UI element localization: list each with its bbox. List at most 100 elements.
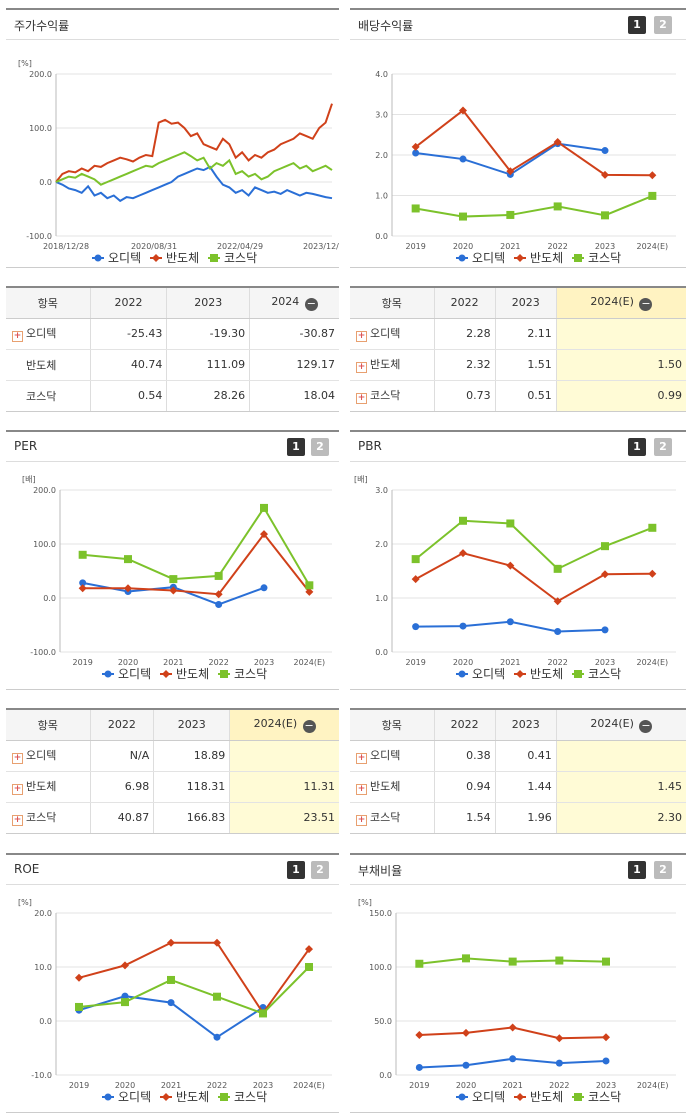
row-label[interactable]: + 반도체 — [350, 349, 434, 381]
dividend-panel: 배당수익률 1 2 4.0 3.0 2.0 1.0 0.0 2019 2020 2021 202… — [350, 8, 686, 268]
page-2-button[interactable]: 2 — [311, 861, 329, 879]
legend-label: 반도체 — [530, 251, 563, 265]
row-label[interactable]: + 오디텍 — [350, 318, 434, 350]
row-label[interactable]: + 반도체 — [6, 771, 90, 803]
x-tick-label: 2019 — [405, 242, 425, 251]
page-2-button[interactable]: 2 — [311, 438, 329, 456]
legend-label: 코스닥 — [224, 251, 257, 265]
legend-label: 코스닥 — [234, 667, 267, 681]
data-point — [415, 959, 424, 968]
collapse-icon[interactable]: − — [302, 718, 316, 733]
x-tick-label: 2022/04/29 — [217, 242, 263, 251]
row-label[interactable]: + 반도체 — [350, 771, 434, 803]
row-label[interactable]: + 코스닥 — [350, 802, 434, 833]
row-label[interactable]: + 오디텍 — [6, 318, 90, 350]
data-point — [462, 1028, 470, 1037]
y-tick-label: 1.0 — [375, 192, 388, 201]
data-point — [602, 1057, 610, 1065]
row-label-text: 반도체 — [26, 358, 57, 372]
page-1-button[interactable]: 1 — [628, 16, 646, 34]
page-2-button[interactable]: 2 — [654, 861, 672, 879]
row-label[interactable]: + 코스닥 — [350, 380, 434, 411]
y-tick-label: 100.0 — [369, 963, 392, 972]
dividend-chart: 4.0 3.0 2.0 1.0 0.0 2019 2020 2021 2022 2023 2024(… — [375, 70, 676, 265]
table-row: + 오디텍 2.28 2.11 — [350, 318, 686, 350]
panel-title: 배당수익률 — [358, 19, 414, 33]
data-point — [506, 618, 514, 626]
data-point — [574, 1093, 582, 1101]
col-2024e-label: 2024(E) — [590, 294, 634, 308]
col-2024e-label: 2024(E) — [253, 716, 298, 730]
row-label-text: 코스닥 — [370, 811, 401, 825]
data-point — [458, 1093, 466, 1101]
y-tick-label: 20.0 — [34, 909, 52, 918]
table-cell: 18.89 — [153, 740, 230, 772]
expand-icon[interactable]: + — [356, 784, 367, 795]
page-2-button[interactable]: 2 — [654, 16, 672, 34]
expand-icon[interactable]: + — [356, 393, 367, 405]
table-cell — [555, 318, 686, 350]
data-point — [411, 575, 420, 584]
collapse-icon[interactable]: − — [304, 296, 318, 311]
data-point — [260, 584, 268, 592]
data-point — [459, 516, 467, 525]
data-point — [220, 670, 228, 678]
table-cell: 1.44 — [494, 771, 557, 803]
data-point — [167, 938, 175, 947]
data-point — [259, 1009, 267, 1018]
expand-icon[interactable]: + — [356, 753, 367, 764]
table-row: + 오디텍 N/A 18.89 — [6, 740, 339, 772]
data-point — [574, 254, 582, 262]
page-1-button[interactable]: 1 — [628, 861, 646, 879]
table-row: + 코스닥 0.73 0.51 0.99 — [350, 380, 686, 411]
data-point — [601, 626, 609, 634]
expand-icon[interactable]: + — [12, 331, 23, 342]
x-tick-label: 2021 — [500, 242, 520, 251]
table-cell: 0.54 — [89, 380, 167, 411]
data-point — [260, 503, 268, 512]
table-cell: 0.38 — [433, 740, 496, 772]
table-cell: 40.74 — [89, 349, 167, 381]
x-tick-label: 2022 — [208, 658, 228, 667]
data-point — [78, 584, 87, 593]
legend-label: 반도체 — [176, 667, 209, 681]
collapse-icon[interactable]: − — [639, 718, 653, 733]
page-1-button[interactable]: 1 — [628, 438, 646, 456]
data-point — [459, 155, 467, 163]
row-label[interactable]: + 오디텍 — [350, 740, 434, 772]
table-cell: 2.11 — [494, 318, 557, 350]
expand-icon[interactable]: + — [356, 362, 367, 373]
expand-icon[interactable]: + — [12, 815, 23, 827]
panel-header: 배당수익률 1 2 — [350, 10, 686, 40]
data-point — [506, 519, 515, 528]
expand-icon[interactable]: + — [12, 784, 23, 795]
col-2023: 2023 — [494, 710, 557, 741]
y-tick-label: 3.0 — [375, 111, 388, 120]
page-1-button[interactable]: 1 — [287, 438, 305, 456]
col-2024e: 2024(E) − — [555, 288, 686, 319]
expand-icon[interactable]: + — [12, 753, 23, 764]
col-2024e: 2024(E) − — [229, 710, 339, 741]
data-point — [213, 938, 221, 947]
table-row: + 오디텍 0.38 0.41 — [350, 740, 686, 772]
table-cell: 18.04 — [249, 380, 339, 411]
table-cell: 1.54 — [433, 802, 496, 833]
row-label[interactable]: + 코스닥 — [6, 802, 90, 833]
collapse-icon[interactable]: − — [639, 296, 653, 311]
data-point — [260, 530, 268, 539]
row-label[interactable]: + 오디텍 — [6, 740, 90, 772]
data-point — [152, 254, 160, 262]
table-cell: 2.32 — [433, 349, 496, 381]
axis-unit: [배] — [22, 475, 36, 484]
expand-icon[interactable]: + — [356, 331, 367, 342]
expand-icon[interactable]: + — [356, 815, 367, 827]
data-point — [412, 149, 420, 157]
page-1-button[interactable]: 1 — [287, 861, 305, 879]
table-cell: 0.99 — [555, 380, 686, 411]
page-2-button[interactable]: 2 — [654, 438, 672, 456]
series-line — [415, 194, 653, 218]
table-cell: 11.31 — [229, 771, 339, 803]
series-line — [55, 103, 333, 183]
data-point — [214, 571, 223, 580]
